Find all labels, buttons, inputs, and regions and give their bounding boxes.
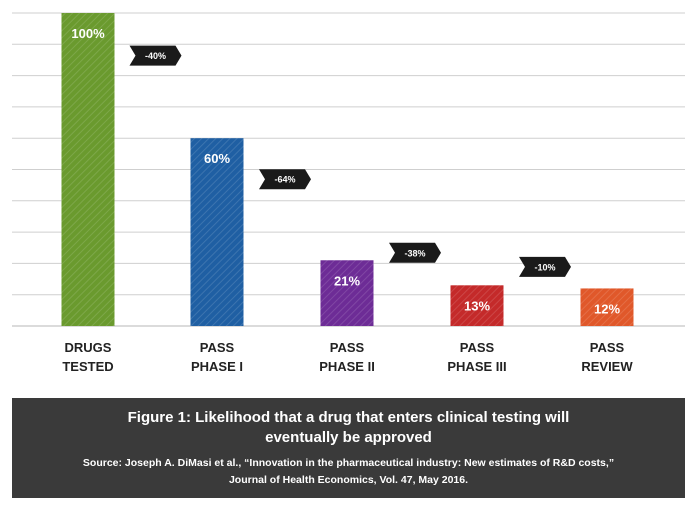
step-change-arrow (259, 169, 311, 190)
category-label: PHASE I (191, 359, 243, 374)
caption-source: Source: Joseph A. DiMasi et al., “Innova… (82, 457, 615, 486)
bar-4 (450, 285, 504, 326)
step-change-label: -10% (534, 262, 555, 272)
category-label: TESTED (62, 359, 113, 374)
bar-value-label: 13% (464, 298, 490, 313)
bar-chart: 100% DRUGS TESTED 60% PASS PHASE I 21% PASS PHAS… (12, 12, 685, 374)
bar-value-label: 21% (334, 273, 360, 288)
bar-2 (190, 138, 244, 326)
bar-value-label: 60% (204, 151, 230, 166)
category-label: PHASE III (447, 359, 506, 374)
bar-5 (580, 288, 634, 326)
chart-svg: 100% DRUGS TESTED 60% PASS PHASE I 21% PASS PHAS… (12, 12, 685, 374)
bar-3 (320, 260, 374, 326)
category-label: PHASE II (319, 359, 375, 374)
step-change-label: -40% (145, 51, 166, 61)
category-label: DRUGS (65, 340, 112, 355)
step-change-label: -64% (274, 175, 295, 185)
category-label: PASS (460, 340, 495, 355)
bar-value-label: 100% (71, 26, 105, 41)
caption-title: Figure 1: Likelihood that a drug that en… (127, 409, 570, 446)
step-change-arrow (519, 256, 571, 277)
category-label: PASS (330, 340, 365, 355)
category-label: PASS (590, 340, 625, 355)
category-label: PASS (200, 340, 235, 355)
step-change-arrow (389, 242, 441, 263)
bar-1 (61, 13, 115, 326)
bar-value-label: 12% (594, 301, 620, 316)
step-change-label: -38% (404, 248, 425, 258)
figure-caption: Figure 1: Likelihood that a drug that en… (12, 398, 685, 498)
category-label: REVIEW (581, 359, 633, 374)
step-change-arrow (129, 45, 182, 66)
